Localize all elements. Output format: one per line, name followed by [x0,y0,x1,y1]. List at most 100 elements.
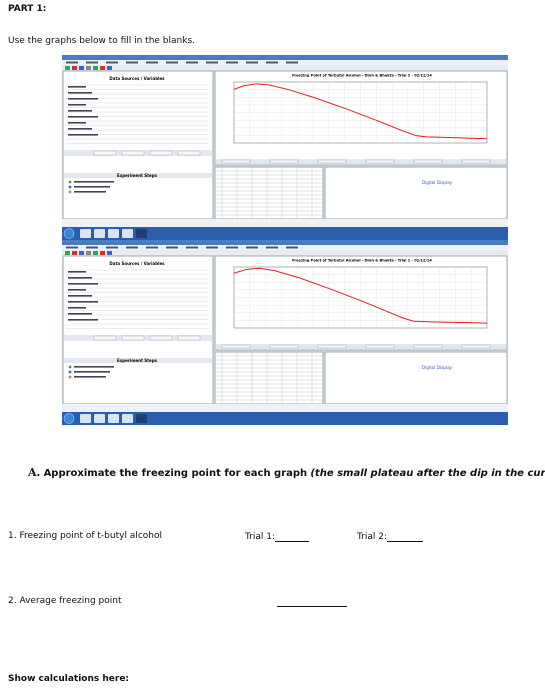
menu-item [106,246,118,249]
tool-icon [100,251,105,255]
field: Trial 2: [357,531,424,542]
field-label: Trial 1: [245,532,276,542]
panel-title: Data Sources / Variables [109,76,165,81]
button [121,335,145,341]
menu-item [106,61,118,64]
temperature-curve [233,83,488,140]
display-panel [324,351,508,405]
row-text [68,307,86,309]
menu-item [186,61,198,64]
task-icon [136,229,147,238]
data-table [214,166,324,220]
button [149,335,173,341]
button [461,159,491,164]
task-icon [122,229,133,238]
step-text [74,371,110,373]
graph-title: Freezing Point of Terbutyl Alcohol - Din… [292,259,432,263]
menu-item [66,61,78,64]
row-text [68,116,98,118]
title-bar [62,240,508,245]
steps-title: Experiment Steps [117,173,158,178]
title-bar [62,55,508,60]
row-text [68,110,92,112]
display-label: Digital Display [422,365,453,370]
row-text [68,319,98,321]
status-bar [62,404,508,412]
step-text [74,186,110,188]
menu-item [206,61,218,64]
tool-icon [65,251,70,255]
button [317,344,347,349]
row-text [68,122,86,124]
status-bar [62,219,508,227]
step-text [74,191,106,193]
tool-icon [79,66,84,70]
tool-icon [72,66,77,70]
menu-item [226,246,238,249]
menu-item [206,246,218,249]
data-table [214,351,324,405]
button [413,344,443,349]
step-icon [68,365,72,369]
menu-item [126,246,138,249]
row-text [68,277,92,279]
question-hint: (the small plateau after the dip in the … [310,468,545,479]
button [269,159,299,164]
row-text [68,271,86,273]
toolbar [62,65,508,71]
start-button [63,413,75,424]
button [221,159,251,164]
field-label: Trial 2: [357,532,388,542]
item-label: 1. Freezing point of t-butyl alcohol [8,531,162,541]
item-label: 2. Average freezing point [8,596,122,606]
panel-title: Data Sources / Variables [109,261,165,266]
button [121,150,145,156]
sources-panel [62,70,214,220]
menu-item [246,246,258,249]
menu-bar [62,60,508,65]
tool-icon [86,66,91,70]
step-text [74,376,106,378]
button [365,159,395,164]
menu-item [146,61,158,64]
menu-item [266,61,278,64]
tool-icon [72,251,77,255]
tool-icon [100,66,105,70]
part-heading: PART 1: [8,4,47,14]
question-letter: A. [28,466,41,479]
step-icon [68,370,72,374]
taskbar [62,227,508,240]
step-icon [68,180,72,184]
menu-item [286,246,298,249]
screenshot: Data Sources / Variables Experiment Steps… [62,240,508,425]
display-panel [324,166,508,220]
task-icon [80,414,91,423]
menu-item [146,246,158,249]
step-text [74,181,114,183]
button [269,344,299,349]
tool-icon [107,66,112,70]
button [221,344,251,349]
tool-icon [79,251,84,255]
menu-item [86,246,98,249]
menu-item [166,246,178,249]
step-text [74,366,114,368]
steps-header [64,358,212,363]
task-icon [136,414,147,423]
step-icon [68,190,72,194]
footer: Show calculations here: [8,674,130,684]
row-text [68,301,98,303]
step-icon [68,375,72,379]
row-text [68,104,86,106]
steps-title: Experiment Steps [117,358,158,363]
tool-icon [65,66,70,70]
task-icon [108,414,119,423]
tool-icon [86,251,91,255]
screenshot: Data Sources / Variables Experiment Steps… [62,55,508,240]
button [461,344,491,349]
menu-item [246,61,258,64]
tool-icon [93,66,98,70]
button [413,159,443,164]
button [93,335,117,341]
